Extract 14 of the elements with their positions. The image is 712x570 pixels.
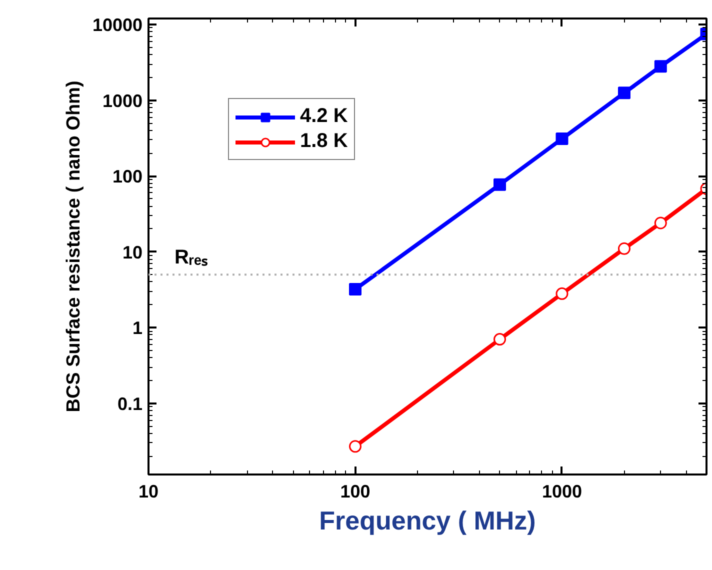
x-tick-label: 100 <box>340 482 370 502</box>
y-tick-label: 1 <box>132 318 143 338</box>
y-tick-label: 10000 <box>92 15 143 35</box>
y-tick-label: 1000 <box>102 90 143 111</box>
ref-line-label: Rᵣₑₛ <box>174 246 208 269</box>
y-axis-title: BCS Surface resistance ( nano Ohm) <box>63 80 84 412</box>
y-tick-label: 100 <box>112 166 143 187</box>
y-tick-label: 10 <box>122 242 143 262</box>
x-tick-label: 10 <box>138 482 159 502</box>
y-tick-label: 0.1 <box>117 394 143 414</box>
legend-label: 4.2 K <box>300 105 348 128</box>
legend-label: 1.8 K <box>300 130 348 153</box>
x-tick-label: 1000 <box>542 482 582 502</box>
x-axis-title: Frequency ( MHz) <box>319 506 536 536</box>
